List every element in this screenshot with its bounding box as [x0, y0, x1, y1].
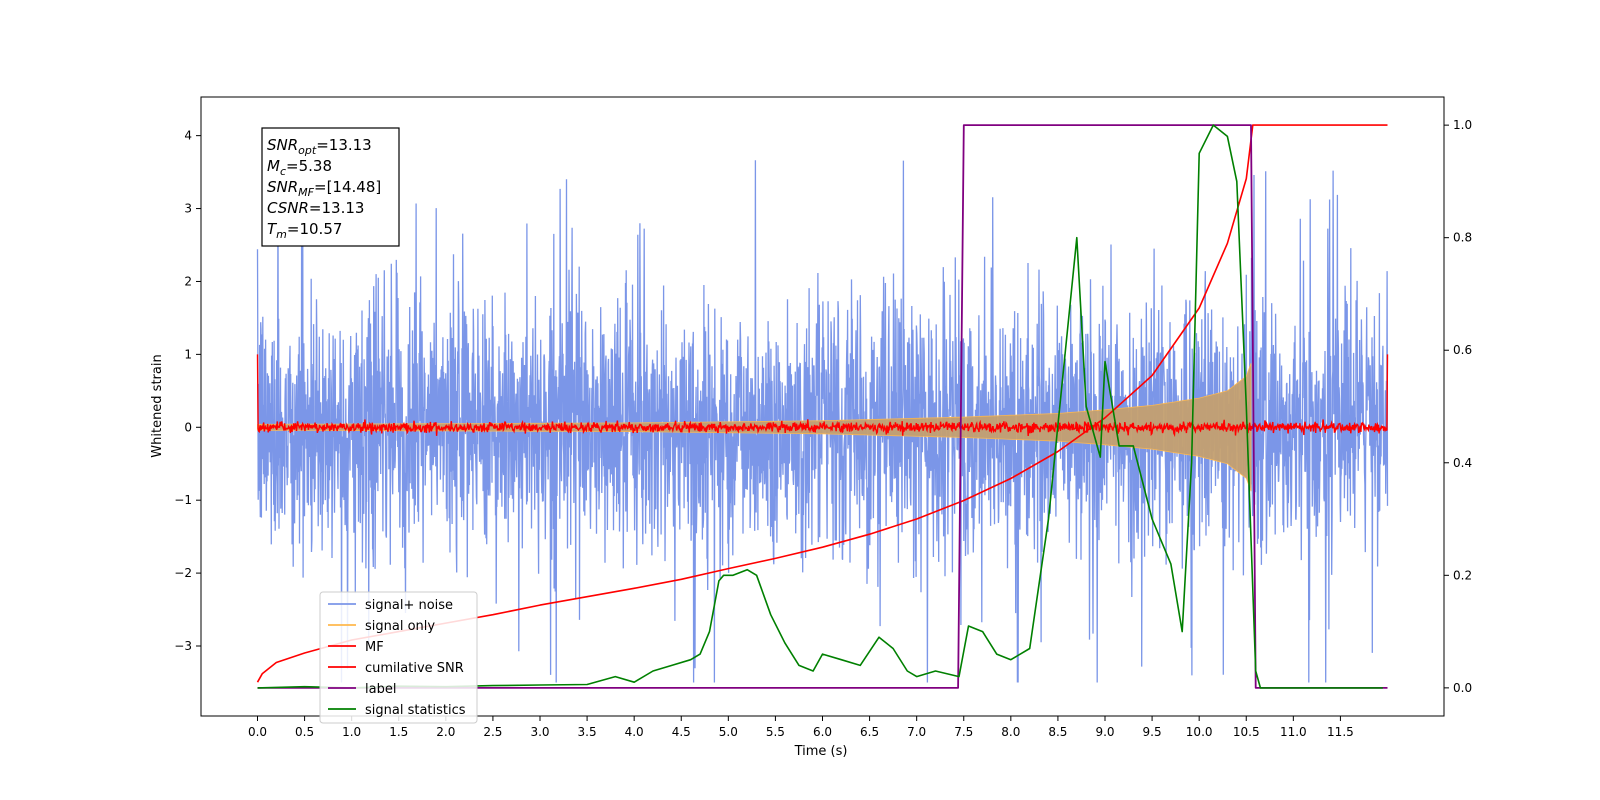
y-tick-label-left: −1 [174, 493, 192, 507]
annotation-line: SNRopt=13.13 [267, 136, 372, 157]
x-tick-label: 6.0 [813, 725, 832, 739]
x-tick-label: 11.0 [1280, 725, 1307, 739]
y-tick-label-left: −2 [174, 566, 192, 580]
y-tick-label-right: 0.6 [1453, 343, 1472, 357]
annotation-line: SNRMF=[14.48] [267, 178, 381, 199]
y-tick-label-left: 4 [184, 129, 192, 143]
x-tick-label: 7.0 [907, 725, 926, 739]
x-tick-label: 2.5 [483, 725, 502, 739]
x-tick-label: 1.0 [342, 725, 361, 739]
y-axis-left: −3 −2 −1 0 1 2 3 4 [174, 129, 201, 653]
legend-label: cumilative SNR [365, 661, 464, 676]
y-axis-label: Whitened strain [150, 354, 165, 457]
x-tick-label: 10.5 [1233, 725, 1260, 739]
legend-frame [319, 591, 478, 724]
x-tick-label: 9.0 [1095, 725, 1114, 739]
series-line-signal-statistics [257, 124, 1383, 689]
legend: signal+ noise signal only MF cumilative SNR… [319, 591, 478, 724]
y-tick-label-right: 0.8 [1453, 231, 1472, 245]
legend-label: signal statistics [365, 703, 466, 718]
x-tick-label: 2.0 [436, 725, 455, 739]
y-tick-label-left: 3 [184, 202, 192, 216]
y-tick-label-right: 0.2 [1453, 568, 1472, 582]
legend-label: signal only [365, 619, 435, 634]
x-tick-label: 3.5 [578, 725, 597, 739]
series-line-signal-noise [256, 159, 1389, 683]
y-tick-label-right: 1.0 [1453, 118, 1472, 132]
x-tick-label: 0.5 [295, 725, 314, 739]
legend-label: MF [365, 640, 384, 655]
y-tick-label-right: 0.0 [1453, 681, 1472, 695]
y-tick-label-left: 1 [184, 347, 192, 361]
x-tick-label: 8.0 [1001, 725, 1020, 739]
x-tick-label: 7.5 [954, 725, 973, 739]
x-tick-label: 5.5 [766, 725, 785, 739]
x-tick-label: 4.5 [672, 725, 691, 739]
x-tick-label: 4.0 [625, 725, 644, 739]
x-tick-label: 10.0 [1186, 725, 1213, 739]
y-tick-label-left: −3 [174, 639, 192, 653]
annotation-box: SNRopt=13.13Mc=5.38SNRMF=[14.48]CSNR=13.… [261, 127, 400, 247]
annotation-frame [261, 127, 400, 247]
x-tick-label: 8.5 [1048, 725, 1067, 739]
annotation-line: CSNR=13.13 [267, 199, 364, 217]
x-tick-label: 11.5 [1327, 725, 1354, 739]
y-tick-label-left: 2 [184, 274, 192, 288]
x-axis-label: Time (s) [794, 744, 848, 759]
x-axis: 0.0 0.5 1.0 1.5 2.0 2.5 3.0 3.5 4.0 4.5 5.0 5.5 6.0 6… [248, 716, 1354, 739]
series-line-mf [256, 354, 1389, 438]
y-axis-right: 0.0 0.2 0.4 0.6 0.8 1.0 [1444, 118, 1472, 695]
annotation-line: Tm=10.57 [267, 220, 342, 241]
legend-label: label [365, 682, 396, 697]
y-tick-label-right: 0.4 [1453, 456, 1472, 470]
x-tick-label: 9.5 [1143, 725, 1162, 739]
annotation-line: Mc=5.38 [267, 157, 332, 178]
x-tick-label: 5.0 [719, 725, 738, 739]
x-tick-label: 6.5 [860, 725, 879, 739]
x-tick-label: 1.5 [389, 725, 408, 739]
legend-label: signal+ noise [365, 598, 453, 613]
x-tick-label: 3.0 [530, 725, 549, 739]
x-tick-label: 0.0 [248, 725, 267, 739]
y-tick-label-left: 0 [184, 420, 192, 434]
